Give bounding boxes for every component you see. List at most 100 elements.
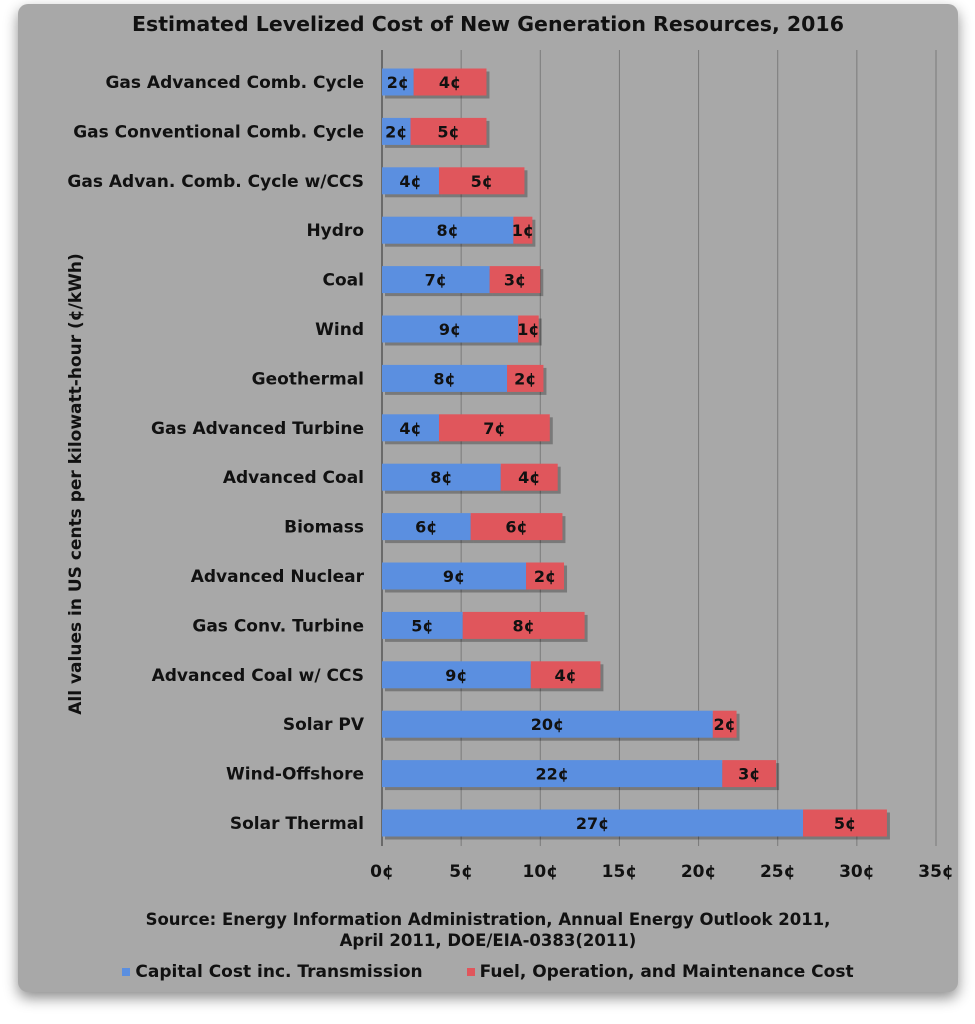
bar-fuel	[470, 513, 563, 541]
data-label: 3¢	[504, 271, 526, 290]
bar-capital	[382, 216, 514, 244]
data-label: 4¢	[439, 73, 461, 92]
data-label: 8¢	[513, 616, 535, 635]
category-label: Wind	[315, 320, 364, 340]
bar-capital	[382, 315, 519, 343]
category-label: Coal	[323, 271, 364, 291]
x-tick-label: 35¢	[918, 862, 954, 882]
data-label: 1¢	[517, 320, 539, 339]
x-tick-label: 0¢	[370, 862, 394, 882]
category-label: Gas Advanced Comb. Cycle	[105, 73, 364, 93]
category-label: Gas Advanced Turbine	[151, 419, 364, 439]
data-label: 4¢	[518, 468, 540, 487]
data-label: 9¢	[443, 567, 465, 586]
bar-fuel	[803, 809, 887, 837]
plot-area: 2¢ 4¢ 2¢ 5¢ 4¢ 5¢ 8¢ 1¢ 7¢ 3¢ 9¢ 1¢ 8¢ 2¢ 4¢ 7¢ 8¢ 4¢ 6¢ 6¢…	[67, 50, 954, 882]
bar-fuel	[438, 414, 550, 442]
category-labels: Gas Advanced Comb. Cycle Gas Conventional…	[67, 73, 364, 834]
bar-fuel	[410, 117, 487, 145]
x-tick-labels: 0¢ 5¢ 10¢ 15¢ 20¢ 25¢ 30¢ 35¢	[370, 862, 954, 882]
data-label: 2¢	[514, 369, 536, 388]
x-tick-label: 15¢	[602, 862, 638, 882]
legend-item-fuel: Fuel, Operation, and Maintenance Cost	[466, 962, 854, 982]
bar-capital	[382, 611, 463, 639]
bar-fuel	[500, 463, 558, 491]
bar-fuel	[530, 661, 601, 689]
bar-capital	[382, 364, 508, 392]
bar-capital	[382, 513, 471, 541]
bar-capital	[382, 710, 713, 738]
data-label: 5¢	[834, 814, 856, 833]
data-label: 2¢	[387, 73, 409, 92]
data-label: 9¢	[445, 666, 467, 685]
data-label: 2¢	[534, 567, 556, 586]
source-line-2: April 2011, DOE/EIA-0383(2011)	[339, 931, 637, 950]
category-label: Gas Conventional Comb. Cycle	[73, 122, 364, 142]
category-label: Solar Thermal	[230, 814, 364, 834]
data-label: 20¢	[531, 715, 564, 734]
category-label: Gas Advan. Comb. Cycle w/CCS	[67, 172, 364, 192]
category-label: Solar PV	[283, 715, 365, 735]
data-label: 5¢	[437, 122, 459, 141]
legend-item-capital: Capital Cost inc. Transmission	[122, 962, 423, 982]
data-label: 8¢	[430, 468, 452, 487]
data-label: 2¢	[385, 122, 407, 141]
bar-capital	[382, 68, 414, 96]
category-label: Advanced Coal w/ CCS	[152, 666, 364, 686]
data-label: 6¢	[415, 518, 437, 537]
legend-swatch-capital	[122, 968, 131, 976]
x-tick-label: 10¢	[523, 862, 559, 882]
bars: 2¢ 4¢ 2¢ 5¢ 4¢ 5¢ 8¢ 1¢ 7¢ 3¢ 9¢ 1¢ 8¢ 2¢ 4¢ 7¢ 8¢ 4¢ 6¢ 6¢…	[382, 68, 890, 840]
category-label: Advanced Coal	[223, 468, 364, 488]
source-line-1: Source: Energy Information Administratio…	[145, 910, 831, 929]
bar-fuel	[526, 562, 565, 590]
bar-capital	[382, 809, 804, 837]
category-label: Geothermal	[252, 369, 364, 389]
data-label: 6¢	[505, 518, 527, 537]
bar-capital	[382, 463, 501, 491]
x-tick-label: 5¢	[449, 862, 473, 882]
bar-fuel	[489, 266, 541, 294]
data-label: 27¢	[576, 814, 609, 833]
data-label: 4¢	[554, 666, 576, 685]
bar-fuel	[722, 760, 777, 788]
category-label: Wind-Offshore	[226, 765, 364, 785]
data-label: 5¢	[411, 616, 433, 635]
bar-capital	[382, 117, 411, 145]
data-label: 4¢	[399, 172, 421, 191]
bar-capital	[382, 562, 527, 590]
data-label: 4¢	[399, 419, 421, 438]
bar-fuel	[513, 216, 533, 244]
y-axis-title: All values in US cents per kilowatt-hour…	[66, 253, 86, 715]
legend-swatch-fuel	[466, 968, 475, 976]
data-label: 9¢	[439, 320, 461, 339]
data-label: 2¢	[714, 715, 736, 734]
bar-capital	[382, 661, 531, 689]
legend: Capital Cost inc. Transmission Fuel, Ope…	[18, 962, 958, 982]
data-label: 3¢	[738, 765, 760, 784]
chart-title: Estimated Levelized Cost of New Generati…	[132, 12, 844, 36]
bar-capital	[382, 414, 439, 442]
bar-fuel	[518, 315, 539, 343]
x-tick-label: 25¢	[760, 862, 796, 882]
source-note: Source: Energy Information Administratio…	[18, 909, 958, 951]
data-label: 8¢	[437, 221, 459, 240]
bar-fuel	[462, 611, 585, 639]
data-label: 22¢	[535, 765, 568, 784]
bar-fuel	[507, 364, 544, 392]
chart-frame: 2¢ 4¢ 2¢ 5¢ 4¢ 5¢ 8¢ 1¢ 7¢ 3¢ 9¢ 1¢ 8¢ 2¢ 4¢ 7¢ 8¢ 4¢ 6¢ 6¢…	[18, 4, 958, 992]
bar-fuel	[438, 167, 525, 195]
category-label: Biomass	[284, 518, 364, 538]
legend-label-capital: Capital Cost inc. Transmission	[135, 962, 423, 982]
bar-capital	[382, 760, 723, 788]
legend-label-fuel: Fuel, Operation, and Maintenance Cost	[479, 962, 854, 982]
bar-fuel	[712, 710, 737, 738]
category-label: Advanced Nuclear	[191, 567, 365, 587]
data-label: 8¢	[433, 369, 455, 388]
category-label: Hydro	[306, 221, 364, 241]
bar-capital	[382, 167, 439, 195]
data-label: 1¢	[512, 221, 534, 240]
x-tick-label: 20¢	[681, 862, 717, 882]
data-label: 7¢	[483, 419, 505, 438]
x-tick-label: 30¢	[839, 862, 875, 882]
